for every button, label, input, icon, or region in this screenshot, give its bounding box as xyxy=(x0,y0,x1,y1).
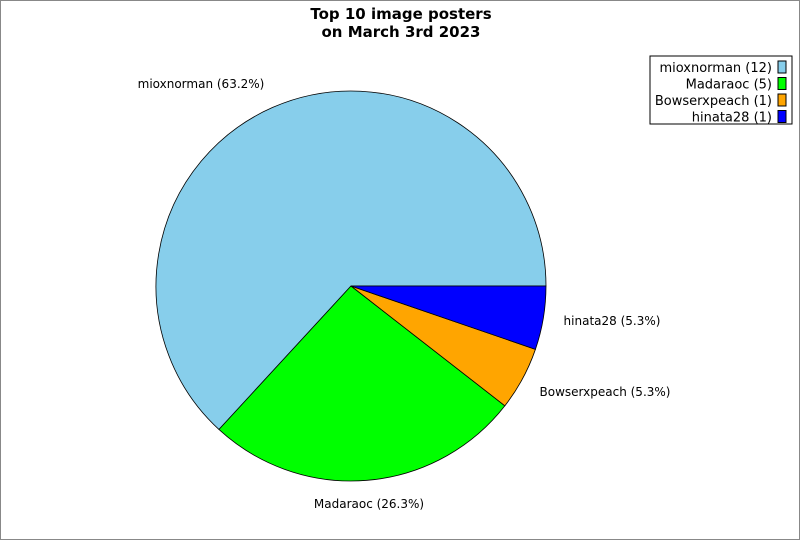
legend-box xyxy=(649,55,793,125)
legend-label-bowserxpeach: Bowserxpeach (1) xyxy=(655,94,772,109)
slice-label-mioxnorman: mioxnorman (63.2%) xyxy=(138,77,265,91)
legend: mioxnorman (12) Madaraoc (5)Bowserxpeach … xyxy=(649,55,793,126)
chart-title-line-2: on March 3rd 2023 xyxy=(322,23,481,41)
slice-label-madaraoc: Madaraoc (26.3%) xyxy=(314,497,424,511)
legend-swatch-bowserxpeach xyxy=(777,93,787,107)
pie-slice-hinata28 xyxy=(350,285,547,350)
legend-label-hinata28: hinata28 (1) xyxy=(692,111,772,126)
slice-label-bowserxpeach: Bowserxpeach (5.3%) xyxy=(540,385,671,399)
pie-slice-madaraoc xyxy=(218,285,506,482)
legend-label-madaraoc: Madaraoc (5) xyxy=(686,78,772,93)
legend-swatch-hinata28 xyxy=(777,110,787,123)
slice-label-hinata28: hinata28 (5.3%) xyxy=(564,314,661,328)
legend-label-mioxnorman: mioxnorman (12) xyxy=(659,61,772,76)
legend-swatch-mioxnorman xyxy=(777,60,787,74)
pie-slice-mioxnorman xyxy=(155,90,547,431)
chart-title-line-1: Top 10 image posters xyxy=(310,5,491,23)
legend-swatch-madaraoc xyxy=(777,77,787,90)
